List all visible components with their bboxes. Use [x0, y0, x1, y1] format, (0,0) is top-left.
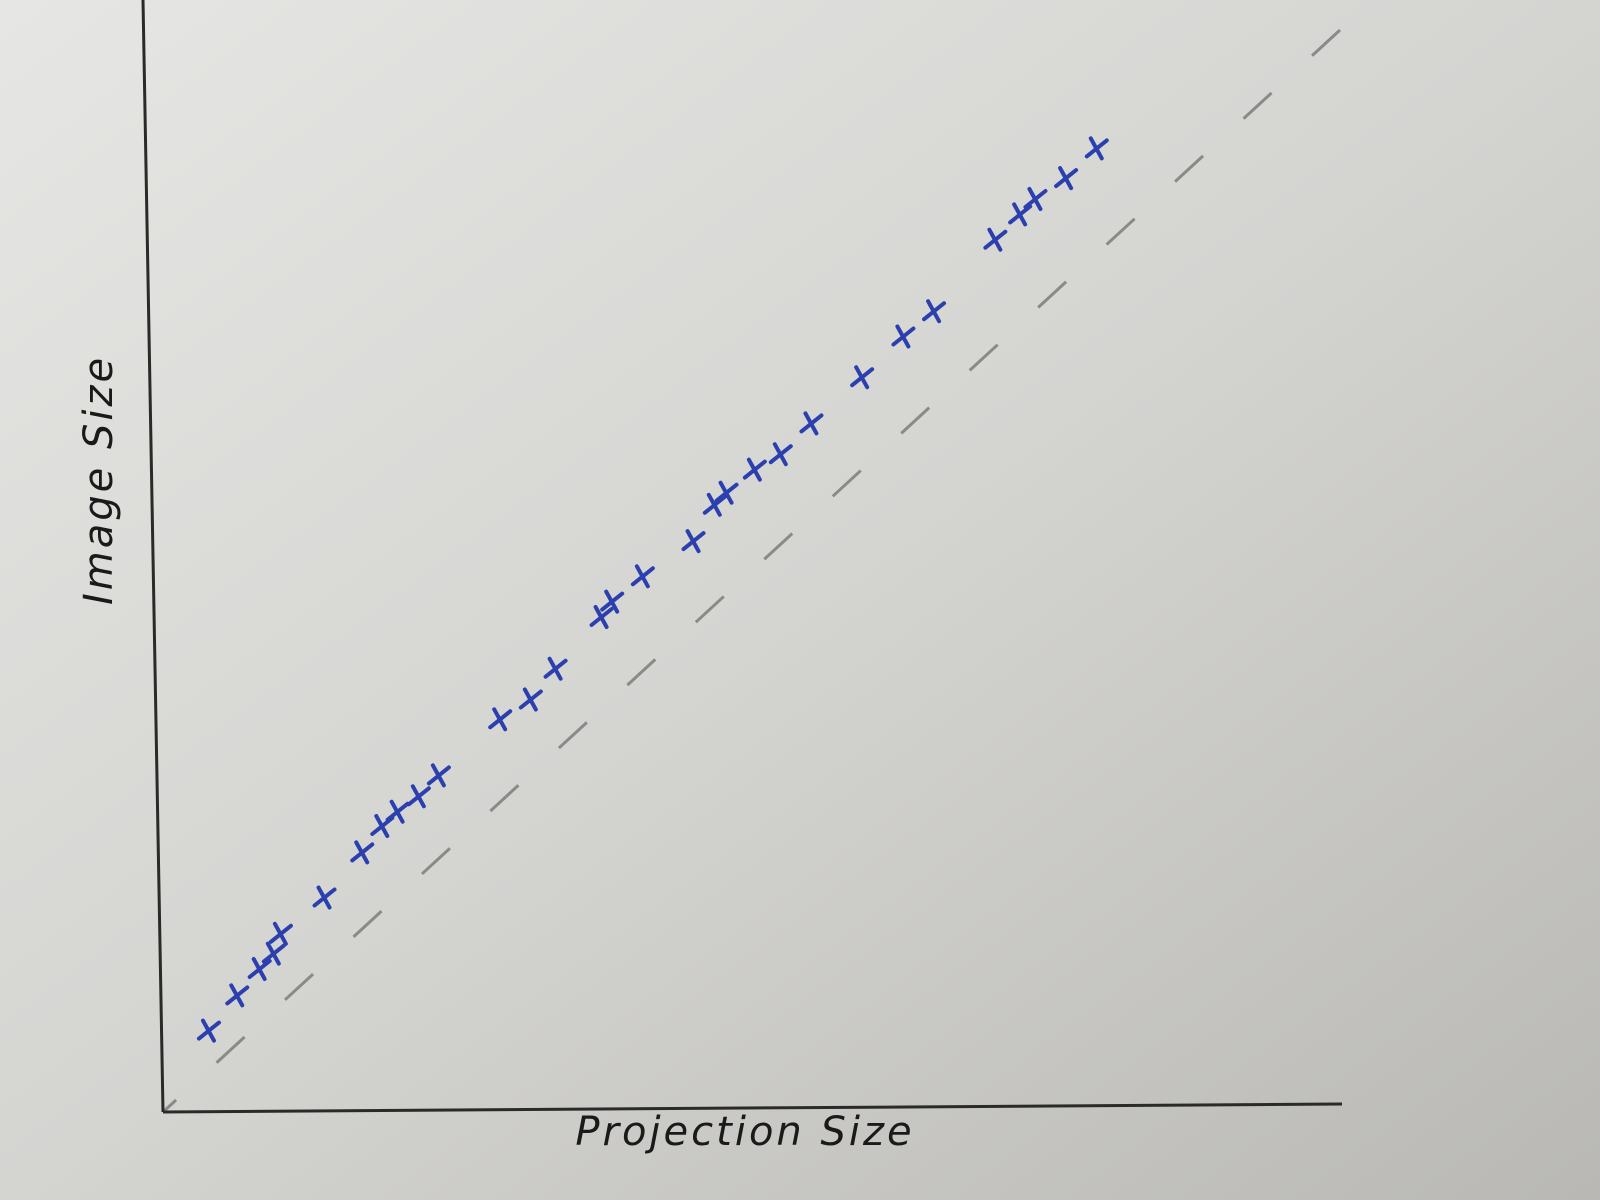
- data-point: [1023, 187, 1048, 211]
- data-point: [268, 921, 293, 946]
- data-point: [488, 707, 513, 732]
- data-point: [1084, 136, 1109, 161]
- data-point: [630, 564, 655, 589]
- data-point: [1008, 202, 1033, 227]
- data-point: [983, 227, 1008, 252]
- data-point: [385, 799, 410, 824]
- data-point: [742, 457, 767, 482]
- data-point: [768, 442, 793, 467]
- data-point: [850, 365, 875, 390]
- x-axis-label: Projection Size: [575, 1109, 914, 1155]
- reference-line: [161, 28, 1342, 1114]
- data-points: [196, 136, 1109, 1043]
- data-point: [312, 885, 337, 910]
- data-point: [247, 957, 272, 981]
- data-point: [799, 411, 824, 436]
- x-axis: [162, 1102, 1343, 1114]
- data-point: [406, 784, 431, 809]
- data-point: [891, 324, 916, 349]
- data-point: [702, 492, 727, 517]
- data-point: [350, 840, 375, 865]
- data-point: [261, 941, 286, 966]
- data-point: [225, 983, 250, 1008]
- data-point: [681, 529, 706, 554]
- data-point: [922, 299, 947, 324]
- data-point: [714, 480, 739, 505]
- data-point: [1054, 166, 1079, 191]
- y-axis: [141, 0, 165, 1113]
- data-point: [196, 1018, 221, 1043]
- y-axis-label: Image Size: [76, 355, 122, 605]
- data-point: [589, 605, 614, 629]
- data-point: [543, 656, 568, 681]
- data-point: [600, 589, 625, 614]
- data-point: [426, 763, 451, 788]
- data-point: [518, 687, 543, 712]
